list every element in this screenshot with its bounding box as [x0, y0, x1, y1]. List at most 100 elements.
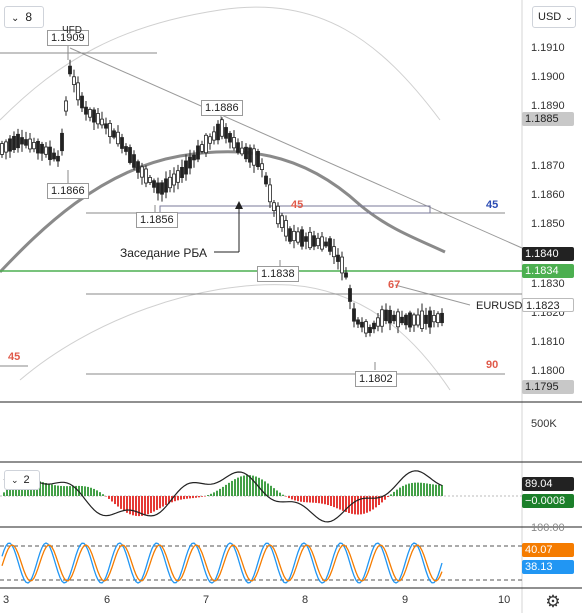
macd-histogram-bar: [408, 483, 410, 496]
callout-1866[interactable]: 1.1866: [47, 183, 89, 199]
price-tag-1834: 1.1834: [522, 264, 574, 278]
macd-histogram-bar: [204, 496, 206, 497]
callout-1886[interactable]: 1.1886: [201, 100, 243, 116]
macd-histogram-bar: [270, 485, 272, 496]
candle-body: [52, 152, 56, 160]
callout-1856[interactable]: 1.1856: [136, 212, 178, 228]
macd-histogram-bar: [69, 486, 71, 496]
price-tick: 1.1810: [531, 336, 565, 348]
candle-body: [196, 145, 200, 160]
macd-histogram-bar: [117, 496, 119, 507]
indicator-collapse-button[interactable]: ⌄ 2: [4, 470, 40, 490]
candle-body: [372, 322, 376, 330]
macd-histogram-bar: [216, 490, 218, 496]
candle-body: [100, 118, 104, 126]
candle-body: [264, 175, 268, 185]
price-tick: 1.1860: [531, 189, 565, 201]
candle-body: [64, 100, 68, 112]
price-tag-1885: 1.1885: [522, 112, 574, 126]
macd-histogram-bar: [9, 487, 11, 496]
interval-selector-button[interactable]: ⌄ 8: [4, 6, 44, 28]
macd-histogram-bar: [414, 482, 416, 496]
macd-histogram-bar: [267, 483, 269, 496]
settings-gear-icon[interactable]: ⚙: [545, 592, 561, 611]
price-tag-stoch-k: 38.13: [522, 560, 574, 574]
candle-body: [88, 109, 92, 118]
candle-body: [40, 143, 44, 154]
macd-histogram-bar: [213, 492, 215, 496]
macd-histogram-bar: [153, 496, 155, 512]
candle-body: [124, 146, 128, 152]
macd-histogram-bar: [90, 487, 92, 496]
callout-1802[interactable]: 1.1802: [355, 371, 397, 387]
moving-average-curve: [0, 150, 446, 274]
currency-label: USD: [538, 11, 562, 23]
trendline-upper: [69, 47, 523, 249]
candle-body: [296, 231, 300, 243]
macd-histogram-bar: [42, 482, 44, 496]
candle-body: [160, 182, 164, 195]
osc-tick: 100.00: [531, 522, 565, 534]
candle-body: [240, 147, 244, 155]
zone-rect: [159, 205, 431, 214]
macd-histogram-bar: [345, 496, 347, 512]
candle-body: [152, 180, 156, 188]
currency-selector-button[interactable]: USD ⌄: [532, 6, 576, 28]
time-tick: 8: [302, 594, 309, 606]
macd-histogram-bar: [435, 484, 437, 496]
price-tag-1840: 1.1840: [522, 247, 574, 261]
trendline-lower: [394, 284, 471, 306]
candle-body: [412, 314, 416, 326]
macd-histogram-bar: [147, 496, 149, 515]
macd-histogram-bar: [438, 484, 440, 496]
candle-body: [320, 236, 324, 250]
macd-histogram-bar: [336, 496, 338, 509]
macd-histogram-bar: [159, 496, 161, 509]
event-label-vfd: ЧFD: [62, 25, 82, 36]
price-tag-stoch-d: 40.07: [522, 543, 574, 557]
macd-histogram-bar: [228, 482, 230, 496]
macd-signal-line: [3, 470, 443, 523]
candle-body: [208, 136, 212, 144]
macd-histogram-bar: [114, 496, 116, 505]
candle-body: [56, 155, 60, 162]
candle-body: [268, 184, 272, 203]
callout-1838[interactable]: 1.1838: [257, 266, 299, 282]
macd-histogram-bar: [321, 496, 323, 504]
chevron-down-icon: ⌄: [11, 475, 19, 485]
callout-1909[interactable]: 1.1909: [47, 30, 89, 46]
candle-body: [128, 147, 132, 163]
macd-histogram-bar: [54, 485, 56, 496]
macd-histogram-bar: [324, 496, 326, 505]
macd-histogram-bar: [177, 496, 179, 501]
candle-body: [236, 142, 240, 153]
macd-histogram-bar: [279, 492, 281, 496]
candlestick-series: [0, 59, 444, 338]
macd-histogram-bar: [222, 486, 224, 496]
candle-body: [408, 312, 412, 328]
macd-histogram-bar: [387, 496, 389, 498]
candle-body: [348, 288, 352, 302]
candle-body: [204, 134, 208, 154]
candle-body: [376, 317, 380, 327]
candle-body: [92, 109, 96, 123]
candle-body: [76, 82, 80, 101]
macd-histogram-bar: [156, 496, 158, 510]
candle-body: [60, 132, 64, 152]
stoch-d-line: [1, 544, 443, 582]
price-tick: 1.1890: [531, 100, 565, 112]
candle-body: [388, 309, 392, 324]
candle-body: [140, 166, 144, 178]
candle-body: [420, 310, 424, 329]
candle-body: [260, 163, 264, 171]
candle-body: [192, 154, 196, 161]
macd-histogram-bar: [300, 496, 302, 502]
envelope-lower-curve: [19, 284, 451, 391]
macd-histogram-bar: [360, 496, 362, 515]
level-label-45-right: 45: [486, 199, 499, 211]
candle-body: [360, 321, 364, 328]
macd-histogram-bar: [192, 496, 194, 499]
candle-body: [324, 241, 328, 247]
